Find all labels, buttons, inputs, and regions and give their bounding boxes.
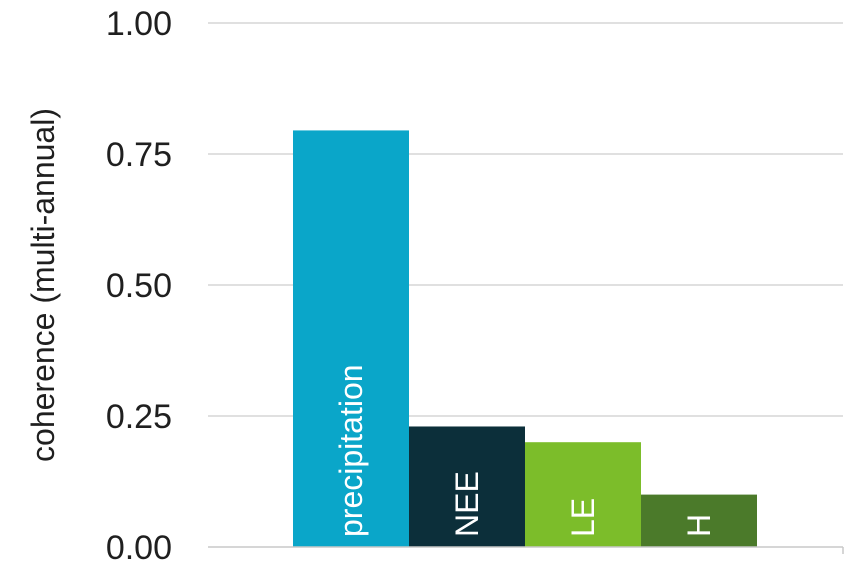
y-tick-label: 0.25 (106, 398, 172, 436)
y-axis-title: coherence (multi-annual) (25, 108, 61, 462)
y-tick-label: 0.50 (106, 267, 172, 305)
bar-label: LE (565, 498, 601, 537)
y-tick-label: 1.00 (106, 5, 172, 43)
y-tick-label: 0.00 (106, 529, 172, 566)
bar-label: H (681, 514, 717, 537)
y-tick-label: 0.75 (106, 136, 172, 174)
bar-label: precipitation (333, 364, 369, 537)
bar-h (641, 494, 757, 547)
bars: precipitation NEE LE H (293, 130, 757, 548)
y-tick-labels: 0.00 0.25 0.50 0.75 1.00 (106, 5, 172, 566)
bar-precipitation (293, 130, 409, 548)
bar-le (525, 442, 641, 547)
bar-nee (409, 426, 525, 547)
bar-label: NEE (449, 471, 485, 537)
